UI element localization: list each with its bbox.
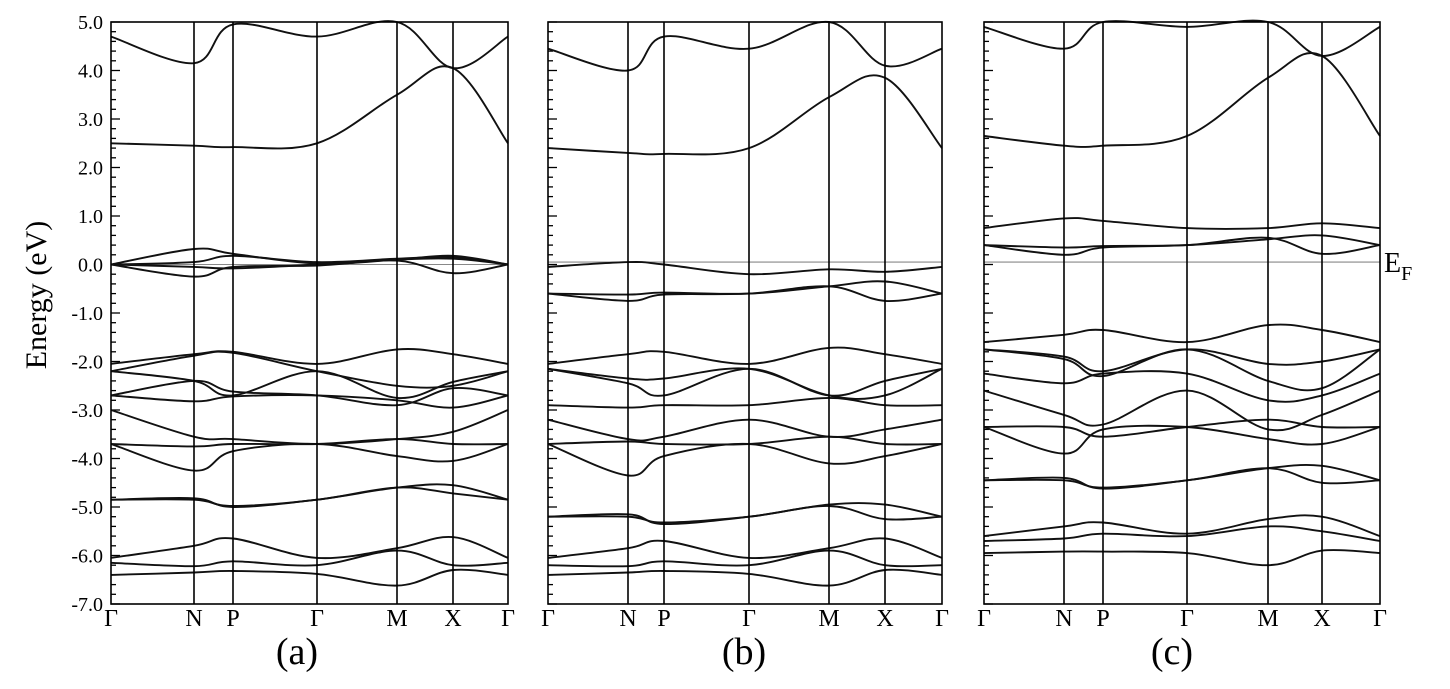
y-axis-label: Energy (eV)	[20, 221, 53, 370]
band-line	[983, 418, 1381, 438]
kpoint-label: P	[1096, 606, 1109, 632]
band-line	[547, 74, 943, 156]
kpoint-label: N	[619, 606, 636, 632]
panel-label: (a)	[276, 631, 318, 673]
band-line	[983, 52, 1381, 148]
band-line	[547, 346, 943, 365]
band-line	[547, 261, 943, 276]
band-line	[547, 418, 943, 442]
band-line	[983, 348, 1381, 392]
band-line	[547, 367, 943, 400]
kpoint-label: P	[657, 606, 670, 632]
band-line	[983, 514, 1381, 538]
band-line	[547, 442, 943, 477]
kpoint-label: Γ	[104, 606, 118, 632]
kpoint-label: Γ	[742, 606, 756, 632]
band-line	[983, 370, 1381, 403]
kpoint-label: M	[1257, 606, 1278, 632]
band-line	[983, 424, 1381, 455]
kpoint-label: Γ	[501, 606, 515, 632]
band-line	[547, 396, 943, 409]
kpoint-label: X	[444, 606, 461, 632]
kpoint-label: Γ	[935, 606, 949, 632]
kpoint-label: Γ	[541, 606, 555, 632]
panel-label: (c)	[1151, 631, 1193, 673]
y-tick-label: 1.0	[78, 206, 103, 228]
fermi-level-label: EF	[1384, 248, 1412, 285]
band-line	[547, 502, 943, 525]
band-line	[983, 323, 1381, 344]
band-line	[983, 348, 1381, 373]
y-tick-label: 0.0	[78, 255, 103, 277]
band-line	[110, 483, 509, 508]
kpoint-label: N	[185, 606, 202, 632]
band-line	[110, 568, 509, 587]
plot-frame	[547, 21, 943, 605]
panel-label: (b)	[722, 631, 766, 673]
band-line	[983, 19, 1381, 57]
y-tick-label: 5.0	[78, 12, 103, 34]
kpoint-label: M	[818, 606, 839, 632]
band-line	[110, 348, 509, 365]
panel-1: 5.0 4.0 3.0 2.0 1.0 0.0 -1.0 -2.0 -3.0 -4.0 -5.0 -6…	[71, 12, 515, 673]
band-line	[110, 535, 509, 560]
y-tick-label: 4.0	[78, 61, 103, 83]
band-line	[983, 217, 1381, 230]
band-line	[983, 234, 1381, 249]
band-line	[547, 537, 943, 559]
plot-frame	[983, 21, 1381, 605]
y-tick-label: -3.0	[71, 400, 103, 422]
kpoint-label: Γ	[310, 606, 324, 632]
y-tick-label: 2.0	[78, 158, 103, 180]
band-line	[110, 486, 509, 507]
kpoint-label: Γ	[1373, 606, 1387, 632]
plot-frame	[110, 21, 509, 605]
band-line	[110, 394, 509, 409]
band-line	[110, 379, 509, 407]
band-line	[547, 568, 943, 587]
kpoint-label: Γ	[977, 606, 991, 632]
panel-2: Γ N P Γ M X Γ(b)	[541, 20, 949, 673]
band-line	[547, 20, 943, 72]
kpoint-label: N	[1055, 606, 1072, 632]
kpoint-label: M	[386, 606, 407, 632]
kpoint-label: X	[1313, 606, 1330, 632]
band-line	[547, 367, 943, 397]
y-tick-label: -7.0	[71, 594, 103, 616]
panel-3: Γ N P Γ M X Γ(c)EF	[977, 19, 1412, 673]
band-line	[110, 20, 509, 70]
kpoint-label: X	[876, 606, 893, 632]
y-tick-label: -6.0	[71, 546, 103, 568]
band-line	[110, 65, 509, 150]
y-tick-label: -2.0	[71, 352, 103, 374]
panels-group: 5.0 4.0 3.0 2.0 1.0 0.0 -1.0 -2.0 -3.0 -4.0 -5.0 -6…	[71, 12, 1412, 673]
band-line	[110, 438, 509, 448]
y-tick-label: -5.0	[71, 497, 103, 519]
band-line	[983, 549, 1381, 567]
y-tick-label: -1.0	[71, 303, 103, 325]
band-line	[547, 280, 943, 296]
band-line	[110, 442, 509, 472]
band-line	[110, 409, 509, 445]
y-tick-label: 3.0	[78, 109, 103, 131]
band-line	[110, 549, 509, 568]
y-tick-label: -4.0	[71, 449, 103, 471]
band-line	[983, 463, 1381, 490]
band-line	[547, 435, 943, 446]
kpoint-label: Γ	[1180, 606, 1194, 632]
kpoint-label: P	[226, 606, 239, 632]
